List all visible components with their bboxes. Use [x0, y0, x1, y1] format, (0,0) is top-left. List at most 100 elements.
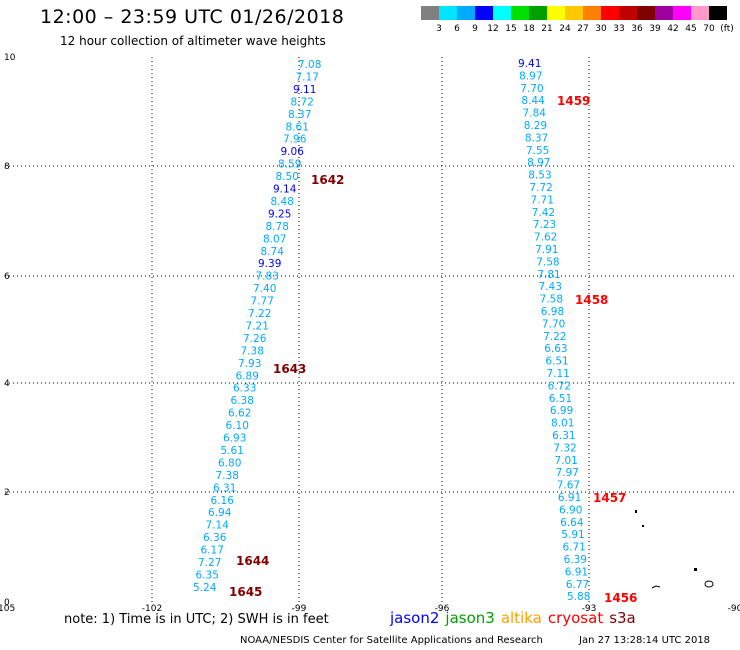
track-west: 7.087.179.118.728.378.617.969.068.598.50…	[193, 59, 344, 599]
pass-time-label: 1456	[604, 591, 637, 605]
wave-height-value: 6.91	[565, 566, 588, 578]
wave-height-value: 6.31	[213, 482, 236, 494]
coast-segment	[651, 585, 661, 589]
wave-height-value: 8.44	[521, 95, 545, 107]
coastline-fragments	[635, 510, 714, 589]
color-swatch	[457, 6, 475, 20]
legend-item-jason3: jason3	[445, 609, 495, 627]
pass-time-label: 1642	[311, 173, 344, 187]
wave-height-value: 6.33	[233, 383, 256, 395]
wave-height-value: 6.89	[236, 370, 259, 382]
island-mark	[642, 525, 644, 527]
color-swatch	[583, 6, 601, 20]
wave-height-value: 5.91	[561, 529, 584, 541]
wave-height-value: 9.25	[268, 208, 291, 220]
wave-height-value: 7.96	[283, 134, 307, 146]
wave-height-value: 6.16	[211, 495, 235, 507]
track-east: 9.418.977.708.447.848.298.377.558.978.53…	[518, 58, 637, 605]
x-tick-label: -96	[435, 604, 450, 614]
wave-height-value: 7.17	[296, 71, 319, 83]
wave-height-value: 6.51	[545, 356, 568, 368]
color-scale-label: 42	[667, 24, 679, 34]
wave-height-value: 6.91	[558, 492, 581, 504]
wave-height-value: 9.11	[293, 84, 316, 96]
wave-height-value: 7.70	[542, 318, 565, 330]
pass-time-label: 1643	[273, 362, 306, 376]
wave-height-value: 8.97	[519, 70, 542, 82]
pass-time-label: 1644	[236, 554, 269, 568]
island-outline	[704, 580, 714, 588]
color-scale-label: 39	[649, 24, 661, 34]
legend-item-s3a: s3a	[609, 609, 636, 627]
satellite-legend: jason2 jason3 altika cryosat s3a	[390, 609, 642, 627]
wave-height-value: 6.35	[196, 569, 219, 581]
wave-height-value: 7.40	[253, 283, 276, 295]
wave-height-value: 7.55	[526, 145, 549, 157]
wave-height-value: 6.51	[549, 393, 572, 405]
wave-height-value: 7.71	[531, 194, 554, 206]
island-mark	[635, 510, 637, 513]
wave-height-value: 6.80	[218, 457, 241, 469]
color-scale-label: 6	[454, 24, 460, 34]
y-tick-label: 6	[4, 272, 10, 282]
wave-height-value: 7.21	[246, 320, 269, 332]
wave-height-value: 7.11	[546, 368, 569, 380]
wave-height-value: 6.31	[552, 430, 575, 442]
wave-height-value: 6.63	[544, 343, 567, 355]
color-scale-label: 12	[487, 24, 499, 34]
wave-height-value: 5.24	[193, 582, 217, 594]
wave-height-value: 7.91	[535, 244, 558, 256]
x-tick-label: -102	[142, 604, 162, 614]
wave-height-value: 8.50	[276, 171, 299, 183]
color-scale-label: 30	[595, 24, 607, 34]
wave-height-value: 8.59	[278, 159, 301, 171]
wave-height-value: 8.37	[288, 109, 311, 121]
wave-height-value: 7.77	[251, 296, 274, 308]
wave-height-value: 8.29	[524, 120, 547, 132]
color-swatch	[475, 6, 493, 20]
legend-item-cryosat: cryosat	[547, 609, 604, 627]
axis-tick-labels: -105 -102 -99 -96 -93 -90 0 2 4 6 8 10	[0, 53, 740, 614]
wave-height-value: 7.08	[298, 59, 321, 71]
wave-height-value: 7.81	[537, 269, 560, 281]
pass-time-label: 1645	[229, 585, 262, 599]
wave-height-value: 7.22	[543, 331, 566, 343]
wave-height-value: 7.43	[539, 281, 562, 293]
legend-item-jason2: jason2	[390, 609, 440, 627]
wave-height-value: 7.70	[520, 83, 543, 95]
wave-height-value: 6.99	[550, 405, 573, 417]
wave-height-value: 8.07	[263, 233, 286, 245]
color-swatch	[439, 6, 457, 20]
color-swatch	[637, 6, 655, 20]
color-swatch	[421, 6, 439, 20]
color-scale-label: 15	[505, 24, 517, 34]
wave-height-value: 6.10	[226, 420, 249, 432]
color-scale-label: (ft)	[720, 24, 734, 34]
wave-height-value: 6.93	[223, 433, 246, 445]
wave-height-value: 6.17	[201, 545, 224, 557]
wave-height-value: 7.01	[554, 455, 577, 467]
y-tick-label: 2	[4, 488, 10, 498]
color-scale-label: 45	[685, 24, 697, 34]
color-swatch	[655, 6, 673, 20]
generated-timestamp: Jan 27 13:28:14 UTC 2018	[579, 635, 711, 646]
color-swatch	[601, 6, 619, 20]
wave-height-value: 8.97	[527, 157, 550, 169]
wave-height-value: 8.53	[528, 170, 551, 182]
page-subtitle: 12 hour collection of altimeter wave hei…	[60, 34, 326, 48]
wave-height-value: 7.67	[557, 480, 580, 492]
color-scale-label: 33	[613, 24, 625, 34]
wave-height-value: 6.36	[203, 532, 227, 544]
wave-height-value: 7.83	[256, 271, 279, 283]
wave-height-value: 6.72	[548, 380, 571, 392]
wave-height-value: 7.27	[198, 557, 221, 569]
wave-height-value: 7.93	[238, 358, 261, 370]
wave-height-value: 8.37	[525, 132, 548, 144]
wave-height-value: 7.84	[523, 108, 547, 120]
wave-height-value: 8.48	[271, 196, 294, 208]
color-swatch	[565, 6, 583, 20]
wave-height-value: 7.62	[534, 232, 557, 244]
page-title: 12:00 – 23:59 UTC 01/26/2018	[40, 6, 345, 28]
wave-height-value: 8.01	[551, 418, 574, 430]
x-tick-label: -90	[728, 604, 740, 614]
